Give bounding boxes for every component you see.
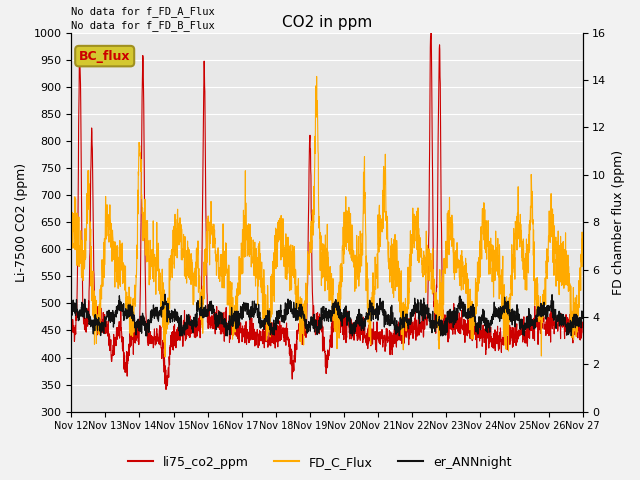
Legend: li75_co2_ppm, FD_C_Flux, er_ANNnight: li75_co2_ppm, FD_C_Flux, er_ANNnight xyxy=(124,451,516,474)
Text: No data for f_FD_B_Flux: No data for f_FD_B_Flux xyxy=(71,21,215,32)
Text: No data for f_FD_A_Flux: No data for f_FD_A_Flux xyxy=(71,6,215,17)
Text: BC_flux: BC_flux xyxy=(79,49,131,62)
Y-axis label: Li-7500 CO2 (ppm): Li-7500 CO2 (ppm) xyxy=(15,163,28,282)
Title: CO2 in ppm: CO2 in ppm xyxy=(282,15,372,30)
Y-axis label: FD chamber flux (ppm): FD chamber flux (ppm) xyxy=(612,150,625,295)
